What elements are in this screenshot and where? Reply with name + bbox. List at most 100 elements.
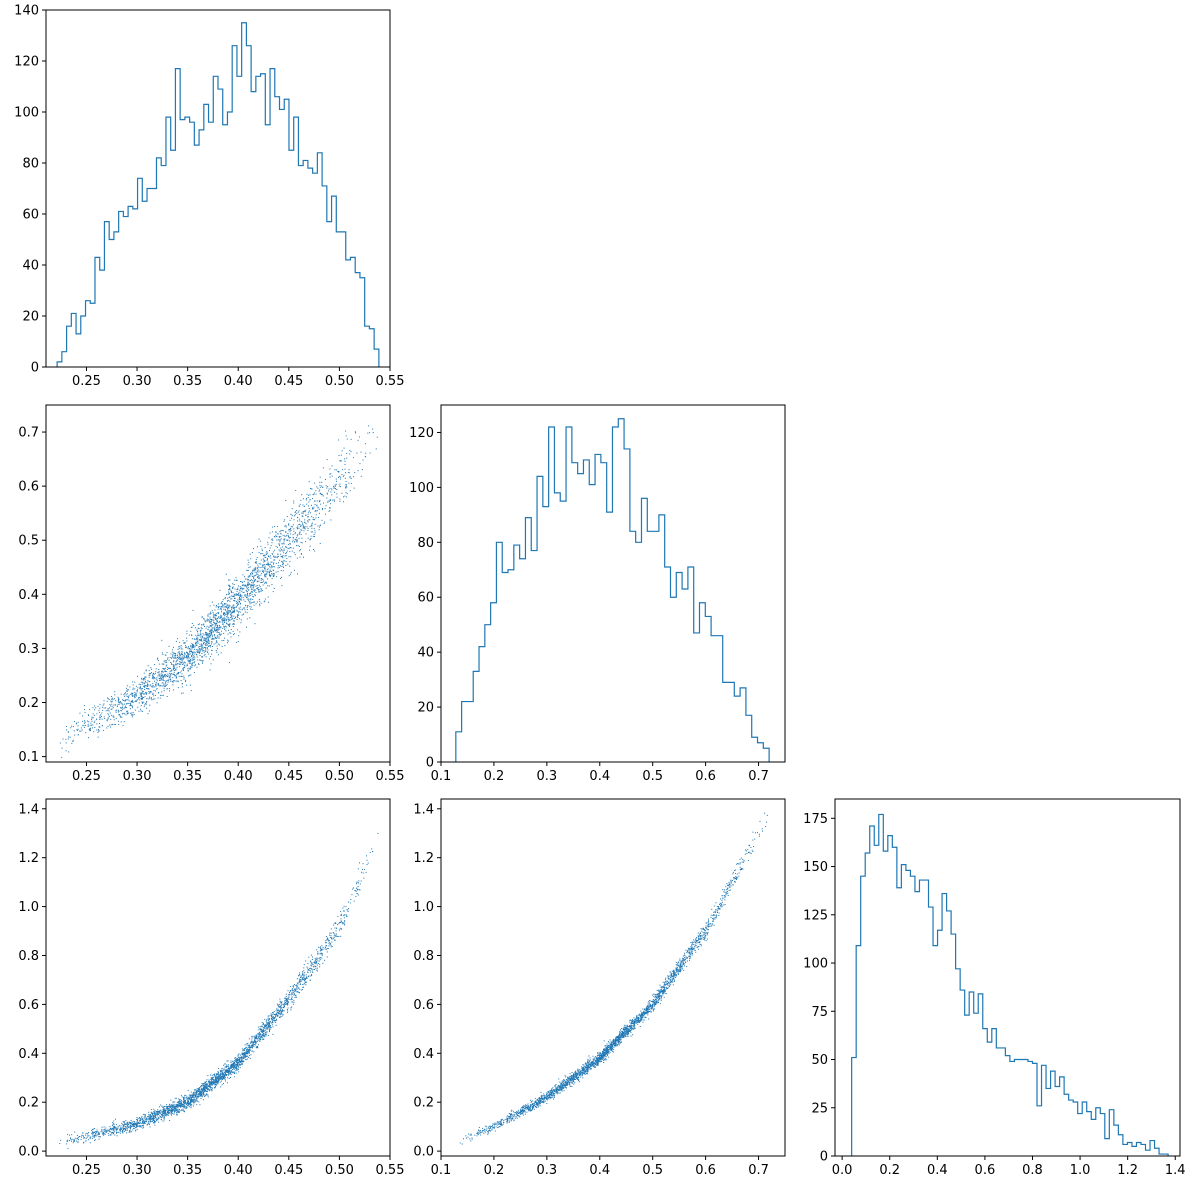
scatter-point: [146, 681, 148, 683]
scatter-point: [208, 620, 210, 622]
scatter-point: [238, 1057, 240, 1059]
scatter-point: [146, 707, 148, 709]
scatter-point: [264, 574, 266, 576]
scatter-point: [227, 613, 229, 615]
scatter-point: [211, 624, 213, 626]
scatter-point: [206, 637, 208, 639]
scatter-point: [251, 589, 253, 591]
scatter-point: [233, 609, 235, 611]
scatter-point: [201, 637, 203, 639]
scatter-point: [267, 541, 269, 543]
scatter-point: [262, 1023, 264, 1025]
scatter-point: [190, 651, 192, 653]
scatter-point: [222, 617, 224, 619]
scatter-point: [210, 663, 212, 665]
scatter-point: [119, 716, 121, 718]
scatter-point: [270, 575, 272, 577]
scatter-point: [245, 1053, 247, 1055]
scatter-point: [210, 613, 212, 615]
scatter-point: [285, 525, 287, 527]
scatter-point: [188, 655, 190, 657]
scatter-point: [221, 1072, 223, 1074]
scatter-point: [314, 510, 316, 512]
scatter-point: [180, 655, 182, 657]
scatter-point: [176, 1107, 178, 1109]
scatter-point: [243, 580, 245, 582]
scatter-point: [183, 1109, 185, 1111]
scatter-point: [326, 493, 328, 495]
scatter-point: [246, 596, 248, 598]
scatter-point: [141, 697, 143, 699]
scatter-point: [188, 648, 190, 650]
scatter-point: [319, 499, 321, 501]
scatter-point: [362, 872, 364, 874]
scatter-point: [228, 605, 230, 607]
scatter-point: [340, 935, 342, 937]
scatter-point: [300, 529, 302, 531]
y-tick-label: 0.2: [18, 696, 39, 711]
scatter-point: [203, 650, 205, 652]
scatter-point: [187, 654, 189, 656]
scatter-point: [159, 679, 160, 681]
scatter-point: [208, 633, 210, 635]
scatter-point: [212, 634, 214, 636]
scatter-point: [262, 571, 264, 573]
scatter-point: [149, 681, 151, 683]
scatter-point: [117, 699, 119, 701]
scatter-point: [165, 654, 167, 656]
scatter-point: [279, 545, 281, 547]
scatter-point: [215, 613, 217, 615]
scatter-point: [189, 653, 191, 655]
scatter-point: [267, 561, 269, 563]
scatter-point: [283, 539, 285, 541]
scatter-point: [275, 1008, 277, 1010]
scatter-point: [269, 1027, 271, 1029]
scatter-point: [208, 1080, 210, 1082]
scatter-point: [250, 606, 252, 608]
scatter-point: [282, 557, 284, 559]
scatter-point: [119, 1129, 121, 1131]
scatter-point: [180, 1110, 182, 1112]
scatter-point: [366, 864, 368, 866]
scatter-point: [224, 615, 226, 617]
scatter-point: [175, 661, 177, 663]
scatter-point: [215, 1081, 217, 1083]
scatter-point: [311, 488, 313, 490]
scatter-point: [142, 1113, 144, 1115]
scatter-point: [119, 1132, 121, 1134]
scatter-point: [207, 635, 209, 637]
scatter-point: [288, 994, 290, 996]
scatter-point: [242, 1054, 244, 1056]
scatter-point: [303, 526, 305, 528]
scatter-point: [123, 1127, 125, 1129]
scatter-point: [314, 530, 316, 532]
scatter-point: [282, 534, 284, 536]
scatter-point: [193, 645, 195, 647]
scatter-point: [217, 627, 219, 629]
scatter-point: [260, 552, 262, 554]
scatter-point: [141, 698, 143, 700]
scatter-point: [159, 675, 161, 677]
scatter-point: [279, 1000, 281, 1002]
scatter-point: [329, 468, 331, 470]
scatter-point: [128, 700, 130, 702]
scatter-point: [189, 1097, 191, 1099]
scatter-point: [169, 657, 171, 659]
scatter-point: [96, 718, 97, 720]
scatter-point: [183, 1101, 185, 1103]
scatter-point: [252, 1043, 254, 1045]
scatter-point: [280, 536, 282, 538]
scatter-point: [223, 626, 225, 628]
scatter-point: [294, 514, 296, 516]
scatter-point: [281, 1011, 283, 1013]
scatter-point: [271, 1014, 273, 1016]
scatter-point: [77, 734, 79, 736]
scatter-point: [264, 1025, 266, 1027]
scatter-point: [236, 616, 238, 618]
scatter-point: [172, 673, 174, 675]
scatter-point: [208, 636, 210, 638]
scatter-point: [281, 1010, 283, 1012]
scatter-point: [357, 894, 359, 896]
scatter-point: [268, 1021, 270, 1023]
scatter-point: [305, 498, 307, 500]
